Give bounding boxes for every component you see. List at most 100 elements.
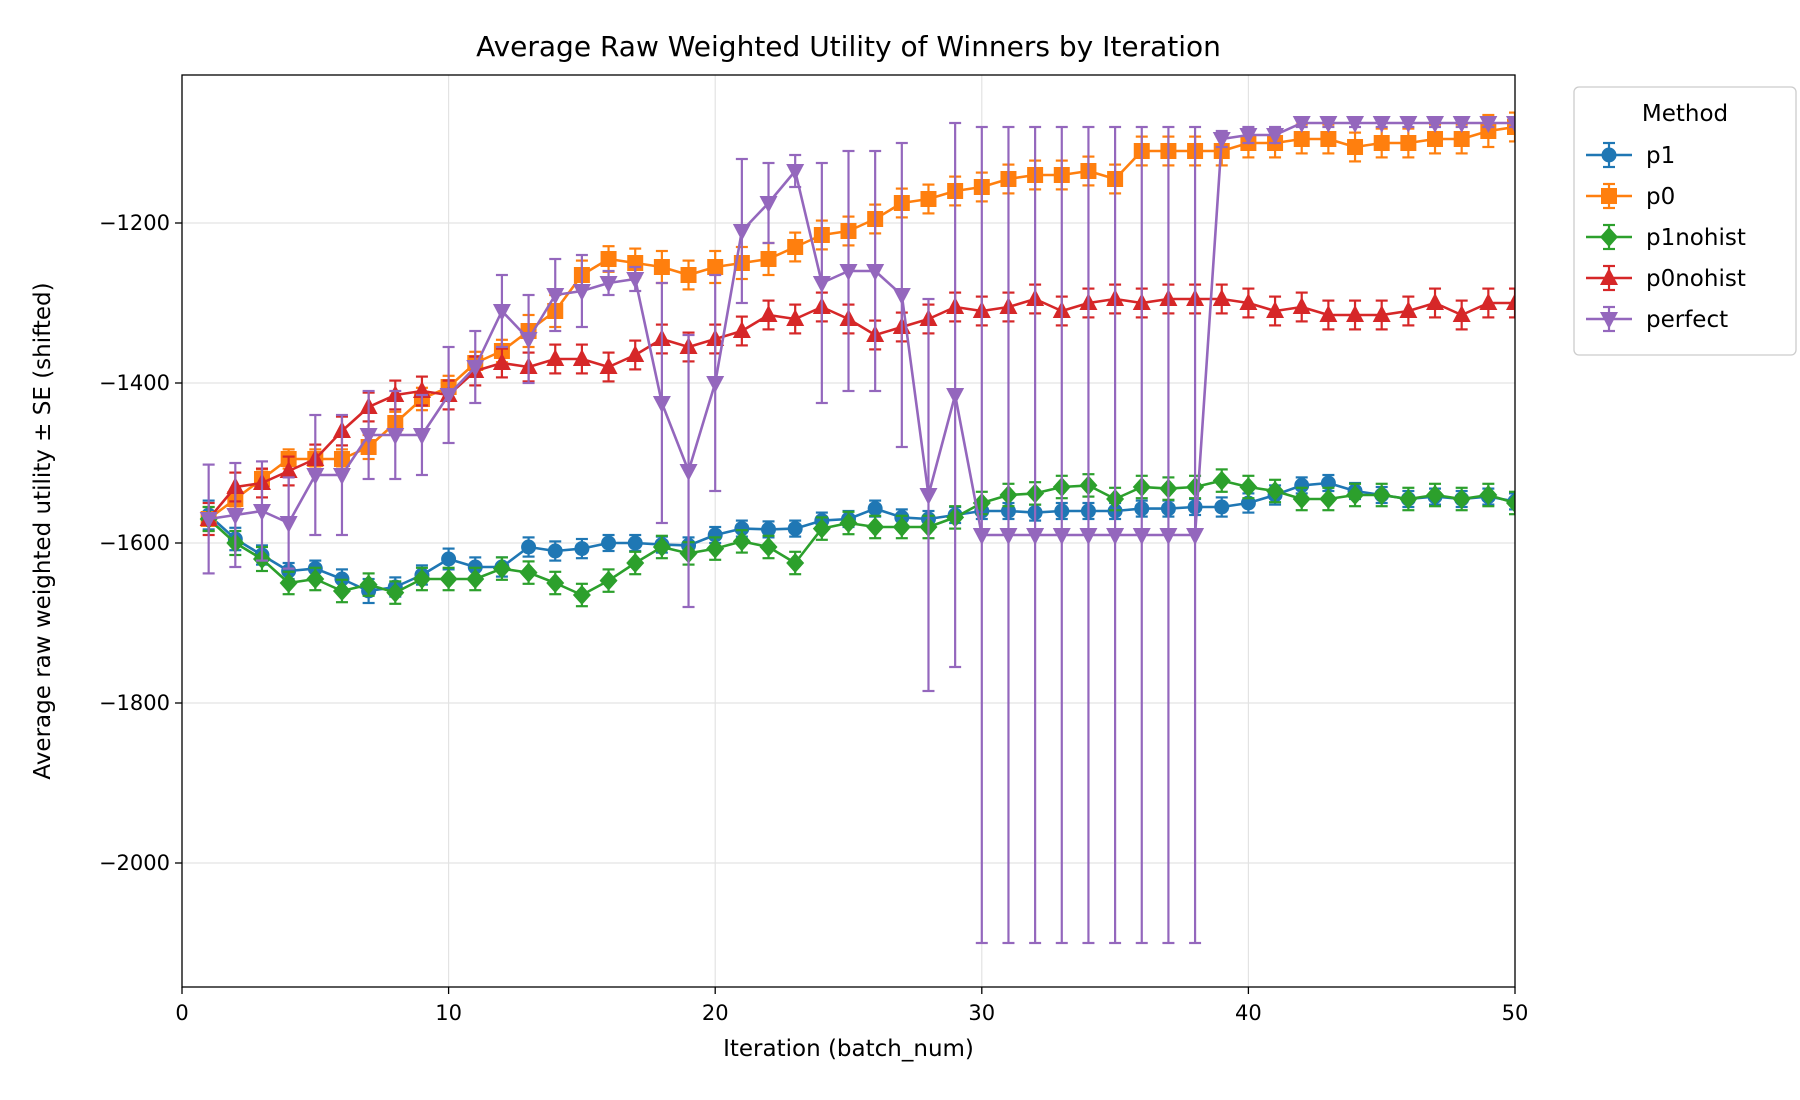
data-point (1319, 116, 1338, 133)
data-point (412, 381, 431, 398)
data-point (734, 521, 750, 537)
data-point (466, 569, 485, 589)
legend-item-p0nohist: p0nohist (1586, 264, 1746, 292)
data-point (812, 276, 831, 293)
data-point (1452, 305, 1471, 322)
data-point (412, 569, 431, 589)
data-point (546, 573, 565, 593)
data-point (306, 569, 325, 589)
data-point (1292, 489, 1311, 509)
data-point (839, 513, 858, 533)
data-point (599, 357, 618, 374)
data-point (706, 538, 725, 559)
data-point (786, 309, 805, 326)
legend-item-p0: p0 (1586, 182, 1675, 210)
data-point (572, 284, 591, 301)
legend-marker (1601, 188, 1617, 204)
y-axis-label: Average raw weighted utility ± SE (shift… (30, 282, 56, 779)
y-tick-label: −2000 (99, 851, 170, 875)
legend-item-perfect: perfect (1586, 305, 1728, 333)
data-point (652, 396, 671, 413)
data-point (1266, 301, 1285, 318)
data-point (226, 508, 245, 525)
data-point (599, 276, 618, 293)
data-point (1479, 485, 1498, 505)
data-point (759, 537, 778, 557)
data-point (919, 488, 938, 505)
data-point (546, 349, 565, 366)
data-point (761, 521, 777, 537)
data-point (572, 349, 591, 366)
data-point (519, 332, 538, 349)
x-axis-label: Iteration (batch_num) (723, 1036, 974, 1062)
data-point (466, 360, 485, 377)
data-point (1132, 528, 1151, 545)
x-tick-label: 50 (1502, 1001, 1529, 1025)
data-point (1453, 131, 1470, 147)
series-line (208, 121, 1515, 537)
data-point (867, 501, 883, 517)
data-point (1079, 528, 1098, 545)
legend-items: p1 p0 p1nohist p0nohist perfect (1586, 141, 1746, 333)
data-point (547, 543, 563, 559)
data-point (1372, 485, 1391, 505)
data-point (1399, 301, 1418, 318)
data-point (359, 574, 378, 595)
data-point (1399, 116, 1418, 133)
data-point (572, 585, 591, 605)
data-point (892, 517, 911, 537)
data-point (599, 570, 618, 591)
data-point (946, 388, 965, 405)
data-point (707, 527, 723, 543)
legend-label: p0 (1646, 184, 1675, 210)
data-point (1239, 477, 1258, 497)
data-point (332, 468, 351, 485)
data-point (492, 558, 511, 579)
x-tick-label: 30 (968, 1001, 995, 1025)
data-point (972, 528, 991, 545)
legend-marker (1600, 227, 1618, 247)
y-tick-label: −1600 (99, 531, 170, 555)
data-point (1399, 489, 1418, 509)
data-point (1319, 305, 1338, 322)
data-point (332, 581, 351, 601)
legend: Method p1 p0 p1nohist p0nohist perfect (1573, 86, 1797, 356)
data-point (1506, 293, 1515, 310)
data-point (546, 288, 565, 305)
data-point (679, 464, 698, 481)
data-point (732, 321, 751, 338)
data-point (252, 504, 271, 521)
data-point (1506, 116, 1515, 133)
data-point (386, 428, 405, 445)
data-point (1346, 305, 1365, 322)
data-point (759, 305, 778, 322)
data-point (866, 517, 885, 537)
data-point (1319, 489, 1338, 509)
x-tick-label: 40 (1235, 1001, 1262, 1025)
data-point (1159, 528, 1178, 545)
data-point (279, 573, 298, 593)
data-point (279, 516, 298, 533)
data-point (1427, 131, 1444, 147)
data-point (680, 267, 697, 283)
y-tick-label: −1400 (99, 371, 170, 395)
legend-marker (1600, 312, 1618, 329)
data-point (1106, 528, 1125, 545)
data-point (759, 196, 778, 213)
series-line (207, 297, 1515, 520)
data-point (787, 521, 803, 537)
data-point (574, 541, 590, 557)
data-point (1452, 116, 1471, 133)
legend-item-p1nohist: p1nohist (1586, 223, 1746, 251)
x-tick-label: 0 (175, 1001, 188, 1025)
data-point (1320, 131, 1337, 147)
data-point (1052, 528, 1071, 545)
chart-title: Average Raw Weighted Utility of Winners … (476, 30, 1221, 63)
legend-marker (1600, 268, 1618, 285)
data-point (1292, 297, 1311, 314)
axes: 0 10 20 30 40 50 −2000 −1800 −1600 −1400 −1200 (99, 211, 1528, 1025)
data-point (441, 551, 457, 567)
data-point (627, 535, 643, 551)
data-point (1266, 481, 1285, 501)
data-point (760, 251, 777, 267)
